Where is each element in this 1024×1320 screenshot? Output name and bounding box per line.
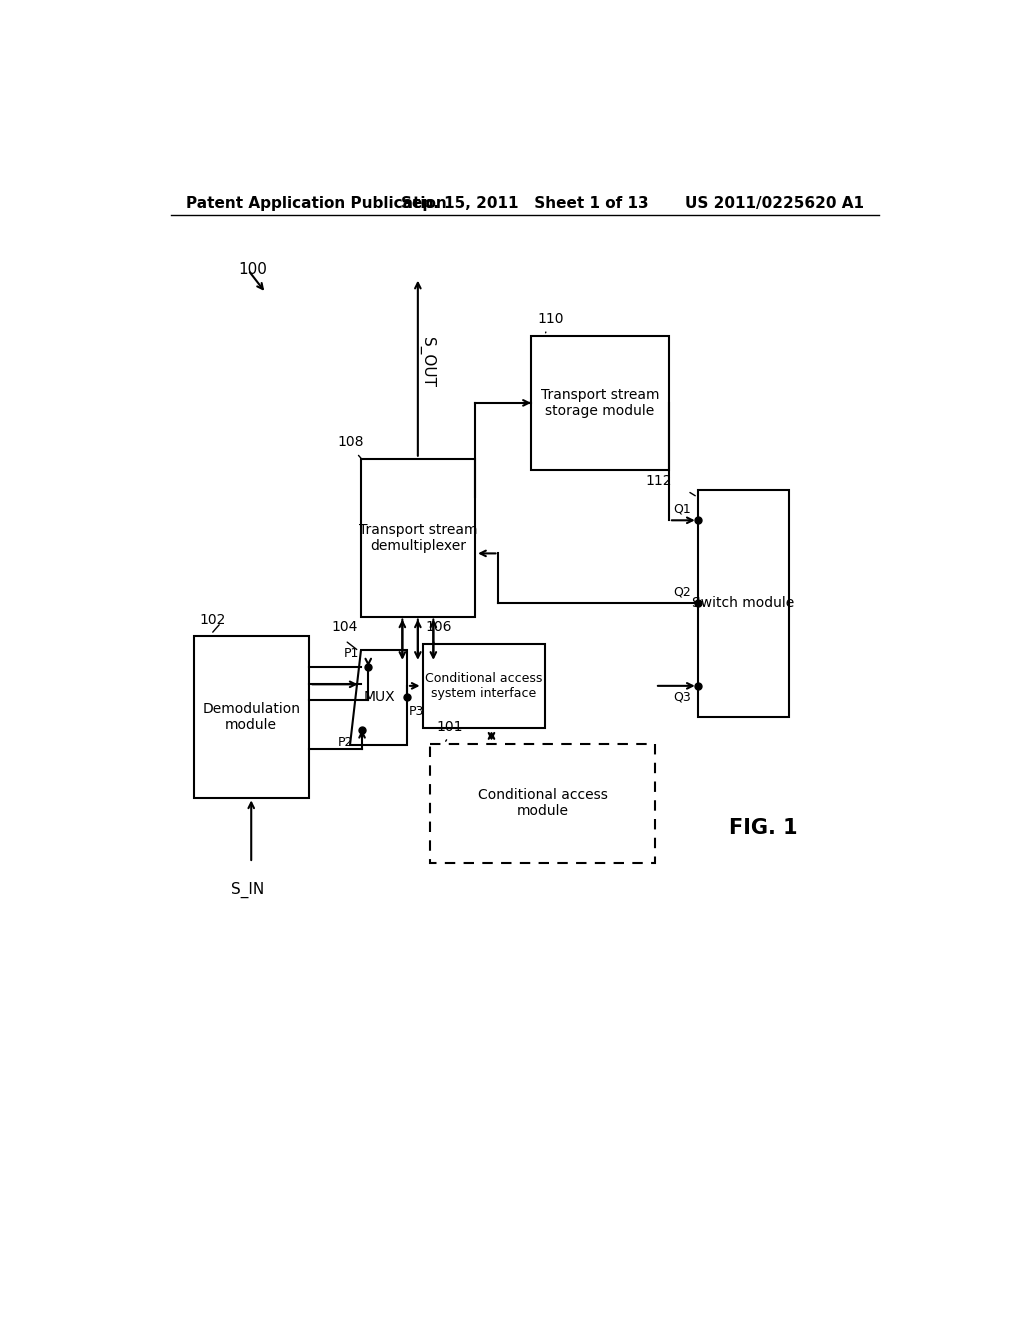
Text: Sep. 15, 2011   Sheet 1 of 13: Sep. 15, 2011 Sheet 1 of 13: [401, 195, 648, 211]
Text: S_IN: S_IN: [230, 882, 264, 899]
Text: 106: 106: [426, 620, 453, 635]
Text: Transport stream
storage module: Transport stream storage module: [541, 388, 659, 418]
Text: P3: P3: [409, 705, 424, 718]
Text: Switch module: Switch module: [692, 597, 795, 610]
Text: 102: 102: [200, 612, 225, 627]
Bar: [531, 335, 669, 470]
Bar: [430, 743, 655, 863]
Text: FIG. 1: FIG. 1: [729, 818, 798, 838]
Text: 110: 110: [538, 313, 563, 326]
Text: Transport stream
demultiplexer: Transport stream demultiplexer: [358, 523, 477, 553]
Text: S_OUT: S_OUT: [419, 338, 435, 388]
Text: Conditional access
system interface: Conditional access system interface: [425, 672, 543, 700]
Polygon shape: [349, 649, 407, 744]
Text: 108: 108: [337, 436, 364, 449]
Text: Patent Application Publication: Patent Application Publication: [186, 195, 446, 211]
Text: Conditional access
module: Conditional access module: [477, 788, 607, 818]
Text: US 2011/0225620 A1: US 2011/0225620 A1: [685, 195, 864, 211]
Text: Demodulation
module: Demodulation module: [202, 701, 300, 731]
Text: 112: 112: [646, 474, 672, 488]
Text: 101: 101: [436, 721, 463, 734]
Bar: [360, 459, 475, 616]
Text: P2: P2: [337, 737, 352, 748]
Text: Q1: Q1: [674, 503, 691, 516]
Text: Q2: Q2: [674, 586, 691, 598]
Bar: [194, 636, 308, 797]
Text: P1: P1: [344, 647, 359, 660]
Bar: [697, 490, 790, 717]
Bar: [423, 644, 545, 729]
Text: Q3: Q3: [674, 690, 691, 704]
Text: MUX: MUX: [365, 690, 395, 705]
Text: 100: 100: [238, 263, 267, 277]
Text: 104: 104: [331, 620, 357, 635]
